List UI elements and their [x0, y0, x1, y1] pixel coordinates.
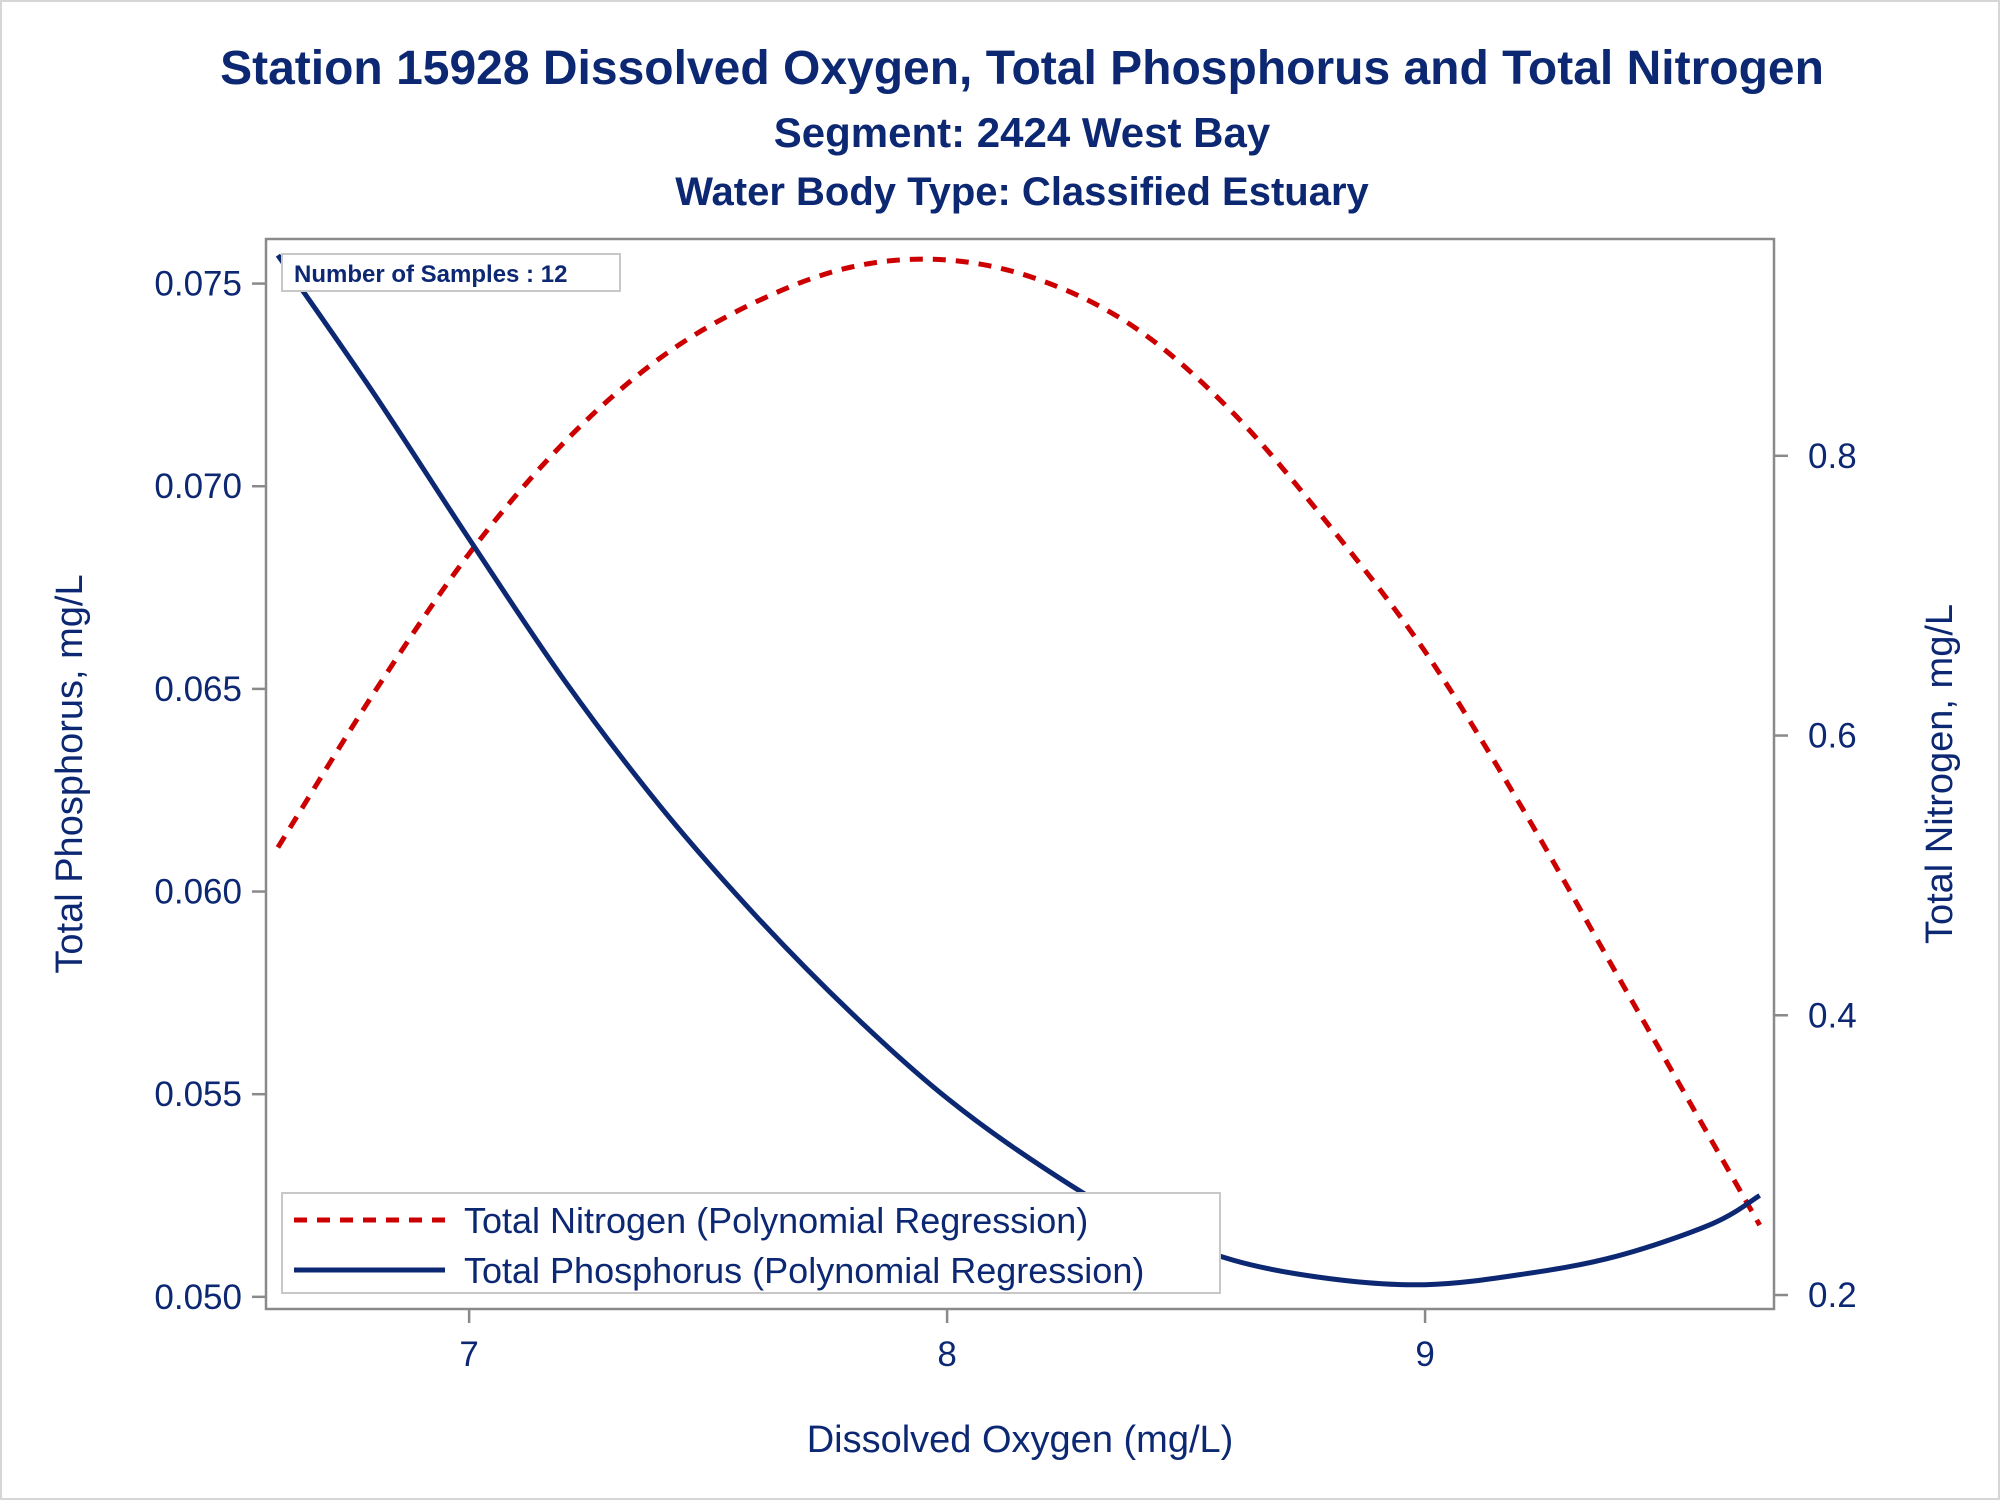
plot-area — [264, 237, 1776, 1311]
y2-tick-label: 0.4 — [1808, 996, 1857, 1035]
legend-label-phosphorus: Total Phosphorus (Polynomial Regression) — [464, 1250, 1144, 1291]
legend-box — [281, 1192, 1221, 1294]
y-tick-label: 0.070 — [154, 467, 242, 506]
y2-tick-label: 0.8 — [1808, 437, 1857, 476]
y-tick-label: 0.055 — [154, 1075, 242, 1114]
x-axis-ticks: 7 8 9 — [459, 1309, 1435, 1374]
legend-label-nitrogen: Total Nitrogen (Polynomial Regression) — [464, 1200, 1088, 1241]
sample-count-label: Number of Samples : 12 — [294, 261, 567, 288]
x-axis-title: Dissolved Oxygen (mg/L) — [807, 1419, 1234, 1461]
y-tick-label: 0.060 — [154, 873, 242, 912]
chart-subtitle-segment: Segment: 2424 West Bay — [774, 109, 1271, 156]
y2-tick-label: 0.2 — [1808, 1276, 1857, 1315]
y-axis-title-left: Total Phosphorus, mg/L — [49, 574, 91, 973]
legend: Total Nitrogen (Polynomial Regression) T… — [281, 1192, 1221, 1294]
series-line-total-nitrogen — [275, 256, 1762, 1227]
y-tick-label: 0.050 — [154, 1278, 242, 1317]
x-tick-label: 8 — [937, 1335, 956, 1374]
left-axis-ticks: 0.050 0.055 0.060 0.065 0.070 0.075 — [154, 265, 266, 1317]
y-tick-label: 0.065 — [154, 670, 242, 709]
y2-tick-label: 0.6 — [1808, 717, 1857, 756]
y-axis-title-right: Total Nitrogen, mg/L — [1919, 604, 1961, 944]
sample-count-box — [281, 253, 621, 292]
chart-subtitle-waterbody: Water Body Type: Classified Estuary — [675, 170, 1369, 214]
x-tick-label: 7 — [459, 1335, 478, 1374]
y-tick-label: 0.075 — [154, 265, 242, 304]
chart-title: Station 15928 Dissolved Oxygen, Total Ph… — [220, 42, 1824, 95]
right-axis-ticks: 0.2 0.4 0.6 0.8 — [1774, 437, 1857, 1315]
series-line-total-phosphorus — [275, 253, 1762, 1288]
x-tick-label: 9 — [1415, 1335, 1434, 1374]
